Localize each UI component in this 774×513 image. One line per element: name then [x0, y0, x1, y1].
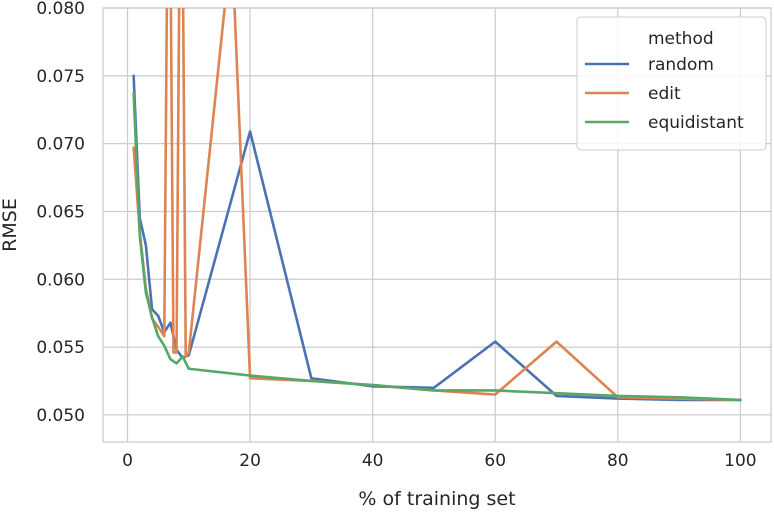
series-line-edit — [132, 8, 742, 402]
series-layer — [132, 8, 742, 402]
x-tick-label: 60 — [484, 451, 506, 471]
y-tick-label: 0.060 — [36, 270, 85, 290]
y-tick-label: 0.075 — [36, 67, 85, 87]
x-tick-label: 40 — [362, 451, 384, 471]
y-tick-label: 0.050 — [36, 406, 85, 426]
y-axis-title: RMSE — [0, 198, 21, 252]
x-tick-label: 100 — [724, 451, 756, 471]
legend-box — [576, 16, 767, 151]
series-line-equidistant — [132, 92, 742, 402]
y-tick-label: 0.055 — [36, 338, 85, 358]
y-tick-label: 0.065 — [36, 202, 85, 222]
y-tick-label: 0.070 — [36, 135, 85, 155]
y-tick-label: 0.080 — [36, 0, 85, 19]
legend-label-random: random — [648, 55, 714, 75]
legend: method random edit equidistant — [576, 16, 767, 151]
series-line-random — [132, 74, 742, 402]
legend-items: random edit equidistant — [585, 55, 744, 133]
legend-label-equidistant: equidistant — [648, 113, 744, 133]
x-tick-label: 0 — [122, 451, 133, 471]
legend-label-edit: edit — [648, 84, 681, 104]
legend-title: method — [648, 29, 714, 49]
x-tick-label: 20 — [239, 451, 261, 471]
plot-frame — [102, 7, 772, 443]
x-axis-title: % of training set — [358, 488, 515, 510]
tick-labels: 0 20 40 60 80 100 0.050 0.055 0.060 0.065 0.070 0.0… — [36, 0, 756, 471]
x-tick-label: 80 — [607, 451, 629, 471]
